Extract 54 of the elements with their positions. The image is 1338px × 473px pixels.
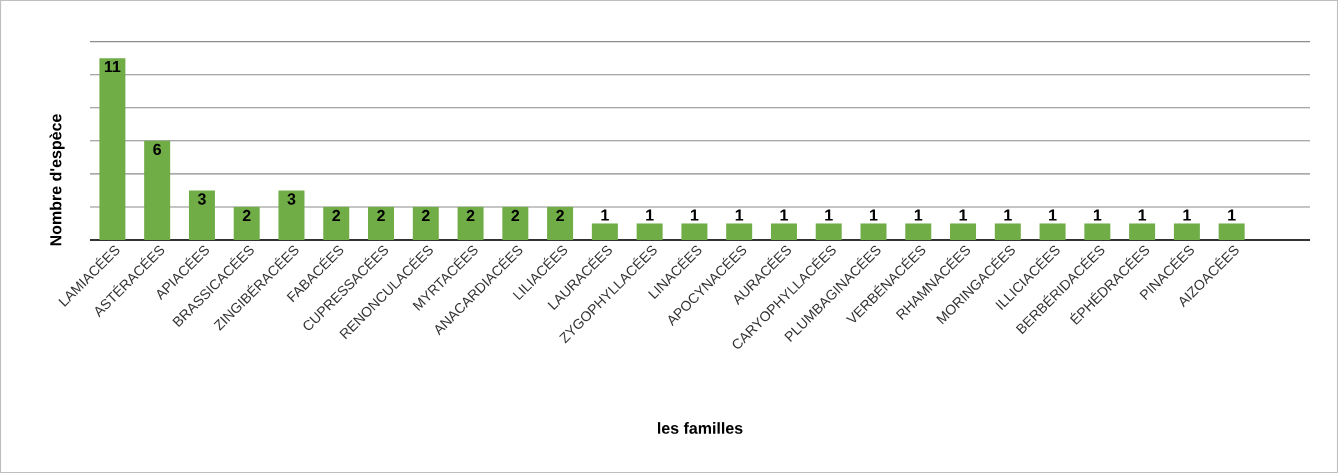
data-label: 1 [780, 209, 788, 221]
data-label: 2 [556, 209, 564, 222]
data-label: 1 [1228, 209, 1236, 221]
bar [636, 223, 663, 240]
data-label: 1 [959, 209, 968, 221]
data-label: 1 [601, 209, 609, 221]
data-label: 1 [1004, 209, 1012, 221]
bar [144, 140, 171, 240]
bar [412, 206, 439, 240]
bar [502, 206, 529, 240]
bar [815, 223, 842, 240]
data-label: 1 [1138, 209, 1147, 221]
bar [860, 223, 887, 240]
bar [323, 206, 350, 240]
bar [547, 206, 574, 240]
bar [950, 223, 977, 240]
bar [457, 206, 484, 240]
data-label: 1 [825, 209, 833, 221]
data-label: 1 [1183, 209, 1191, 221]
bar [1129, 223, 1156, 240]
bar [994, 223, 1021, 240]
data-label: 1 [690, 209, 699, 221]
bar [1173, 223, 1200, 240]
data-label: 2 [377, 209, 385, 222]
data-label: 2 [466, 209, 475, 222]
data-label: 2 [511, 209, 520, 222]
bar [726, 223, 753, 240]
data-label: 1 [1049, 209, 1057, 221]
data-label: 3 [287, 193, 296, 205]
bar [1084, 223, 1111, 240]
bar [99, 58, 126, 240]
data-label: 3 [197, 193, 206, 205]
data-label: 1 [735, 209, 744, 221]
y-axis-title: Nombre d'espèce [49, 114, 65, 246]
bar [591, 223, 618, 240]
data-label: 6 [153, 143, 162, 156]
data-label: 2 [332, 209, 341, 222]
bar [233, 206, 260, 240]
data-label: 2 [242, 209, 251, 222]
bar [278, 190, 305, 240]
bar [1218, 223, 1245, 240]
data-label: 1 [646, 209, 654, 221]
bar [681, 223, 708, 240]
bar [188, 190, 215, 240]
bar [770, 223, 797, 240]
data-label: 1 [914, 209, 923, 221]
data-label: 2 [421, 209, 430, 222]
bar [368, 206, 395, 240]
data-label: 11 [104, 61, 121, 73]
data-label: 1 [1093, 209, 1102, 221]
bar [1039, 223, 1066, 240]
data-label: 1 [870, 209, 878, 221]
x-axis-title: les familles [657, 422, 743, 434]
bar [905, 223, 932, 240]
